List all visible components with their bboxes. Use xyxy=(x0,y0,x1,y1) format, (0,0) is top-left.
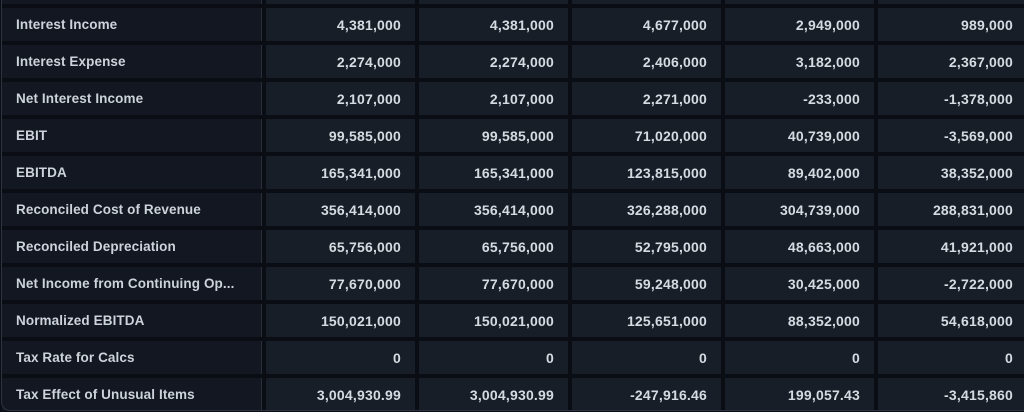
cell-value: 4,381,000 xyxy=(419,8,568,41)
row-label: EBIT xyxy=(2,119,262,152)
cell-value: 2,274,000 xyxy=(419,45,568,78)
cell-value: 77,670,000 xyxy=(266,267,415,300)
clipped-row-value-cell xyxy=(878,0,1024,4)
cell-value: 99,585,000 xyxy=(419,119,568,152)
cell-value: 356,414,000 xyxy=(266,193,415,226)
row-label: Tax Effect of Unusual Items xyxy=(2,378,262,411)
cell-value: 199,057.43 xyxy=(725,378,874,411)
table-row-interest-income: Interest Income 4,381,000 4,381,000 4,67… xyxy=(2,8,1024,41)
row-label: Reconciled Depreciation xyxy=(2,230,262,263)
cell-value: 326,288,000 xyxy=(572,193,721,226)
cell-value: 77,670,000 xyxy=(419,267,568,300)
cell-value: 0 xyxy=(419,341,568,374)
cell-value: 30,425,000 xyxy=(725,267,874,300)
table-row-reconciled-cost-of-revenue: Reconciled Cost of Revenue 356,414,000 3… xyxy=(2,193,1024,226)
table-row-tax-effect-of-unusual-items: Tax Effect of Unusual Items 3,004,930.99… xyxy=(2,378,1024,411)
table-row-ebitda: EBITDA 165,341,000 165,341,000 123,815,0… xyxy=(2,156,1024,189)
cell-value: 88,352,000 xyxy=(725,304,874,337)
cell-value: 89,402,000 xyxy=(725,156,874,189)
cell-value: 123,815,000 xyxy=(572,156,721,189)
cell-value: -1,378,000 xyxy=(878,82,1024,115)
cell-value: 71,020,000 xyxy=(572,119,721,152)
table-row-net-interest-income: Net Interest Income 2,107,000 2,107,000 … xyxy=(2,82,1024,115)
cell-value: 38,352,000 xyxy=(878,156,1024,189)
cell-value: -247,916.46 xyxy=(572,378,721,411)
cell-value: 65,756,000 xyxy=(419,230,568,263)
cell-value: 41,921,000 xyxy=(878,230,1024,263)
cell-value: -3,415,860 xyxy=(878,378,1024,411)
cell-value: 989,000 xyxy=(878,8,1024,41)
table-row-net-income-continuing-operations: Net Income from Continuing Op... 77,670,… xyxy=(2,267,1024,300)
table-row-reconciled-depreciation: Reconciled Depreciation 65,756,000 65,75… xyxy=(2,230,1024,263)
cell-value: 54,618,000 xyxy=(878,304,1024,337)
cell-value: 2,274,000 xyxy=(266,45,415,78)
cell-value: 65,756,000 xyxy=(266,230,415,263)
cell-value: 0 xyxy=(878,341,1024,374)
cell-value: 52,795,000 xyxy=(572,230,721,263)
cell-value: 3,004,930.99 xyxy=(266,378,415,411)
clipped-row-value-cell xyxy=(419,0,568,4)
cell-value: 2,949,000 xyxy=(725,8,874,41)
cell-value: 0 xyxy=(725,341,874,374)
cell-value: -233,000 xyxy=(725,82,874,115)
cell-value: 0 xyxy=(266,341,415,374)
cell-value: 165,341,000 xyxy=(266,156,415,189)
clipped-row-value-cell xyxy=(572,0,721,4)
row-label: Interest Income xyxy=(2,8,262,41)
clipped-row-value-cell xyxy=(266,0,415,4)
cell-value: 125,651,000 xyxy=(572,304,721,337)
cell-value: 304,739,000 xyxy=(725,193,874,226)
cell-value: 150,021,000 xyxy=(266,304,415,337)
row-label: Normalized EBITDA xyxy=(2,304,262,337)
cell-value: 59,248,000 xyxy=(572,267,721,300)
cell-value: -3,569,000 xyxy=(878,119,1024,152)
table-row-normalized-ebitda: Normalized EBITDA 150,021,000 150,021,00… xyxy=(2,304,1024,337)
row-label: Interest Expense xyxy=(2,45,262,78)
clipped-row-above xyxy=(2,0,1024,4)
cell-value: 4,677,000 xyxy=(572,8,721,41)
cell-value: 2,107,000 xyxy=(419,82,568,115)
cell-value: 356,414,000 xyxy=(419,193,568,226)
cell-value: 99,585,000 xyxy=(266,119,415,152)
table-row-interest-expense: Interest Expense 2,274,000 2,274,000 2,4… xyxy=(2,45,1024,78)
cell-value: 0 xyxy=(572,341,721,374)
cell-value: 4,381,000 xyxy=(266,8,415,41)
row-label: Reconciled Cost of Revenue xyxy=(2,193,262,226)
cell-value: -2,722,000 xyxy=(878,267,1024,300)
cell-value: 165,341,000 xyxy=(419,156,568,189)
table-row-ebit: EBIT 99,585,000 99,585,000 71,020,000 40… xyxy=(2,119,1024,152)
cell-value: 2,367,000 xyxy=(878,45,1024,78)
cell-value: 3,004,930.99 xyxy=(419,378,568,411)
cell-value: 150,021,000 xyxy=(419,304,568,337)
cell-value: 288,831,000 xyxy=(878,193,1024,226)
cell-value: 3,182,000 xyxy=(725,45,874,78)
row-label: Net Income from Continuing Op... xyxy=(2,267,262,300)
table-row-tax-rate-for-calcs: Tax Rate for Calcs 0 0 0 0 0 xyxy=(2,341,1024,374)
clipped-row-value-cell xyxy=(725,0,874,4)
cell-value: 2,107,000 xyxy=(266,82,415,115)
cell-value: 40,739,000 xyxy=(725,119,874,152)
cell-value: 48,663,000 xyxy=(725,230,874,263)
cell-value: 2,271,000 xyxy=(572,82,721,115)
row-label: EBITDA xyxy=(2,156,262,189)
row-label: Tax Rate for Calcs xyxy=(2,341,262,374)
row-label: Net Interest Income xyxy=(2,82,262,115)
clipped-row-label-cell xyxy=(2,0,262,4)
cell-value: 2,406,000 xyxy=(572,45,721,78)
